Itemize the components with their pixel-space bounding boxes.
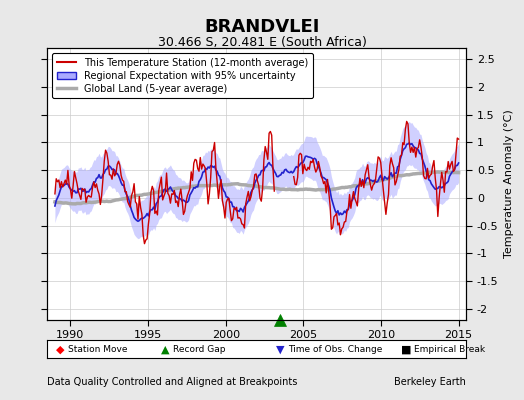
Text: Station Move: Station Move [68, 345, 128, 354]
Text: Berkeley Earth: Berkeley Earth [395, 377, 466, 387]
Text: Time of Obs. Change: Time of Obs. Change [288, 345, 383, 354]
Text: ▼: ▼ [276, 344, 285, 354]
Text: BRANDVLEI: BRANDVLEI [204, 18, 320, 36]
Text: Record Gap: Record Gap [173, 345, 225, 354]
Text: ■: ■ [401, 344, 411, 354]
Text: ◆: ◆ [56, 344, 64, 354]
Y-axis label: Temperature Anomaly (°C): Temperature Anomaly (°C) [504, 110, 514, 258]
Text: ▲: ▲ [161, 344, 169, 354]
Text: Empirical Break: Empirical Break [414, 345, 485, 354]
Text: Data Quality Controlled and Aligned at Breakpoints: Data Quality Controlled and Aligned at B… [47, 377, 298, 387]
Text: 30.466 S, 20.481 E (South Africa): 30.466 S, 20.481 E (South Africa) [158, 36, 366, 49]
Legend: This Temperature Station (12-month average), Regional Expectation with 95% uncer: This Temperature Station (12-month avera… [52, 53, 313, 98]
